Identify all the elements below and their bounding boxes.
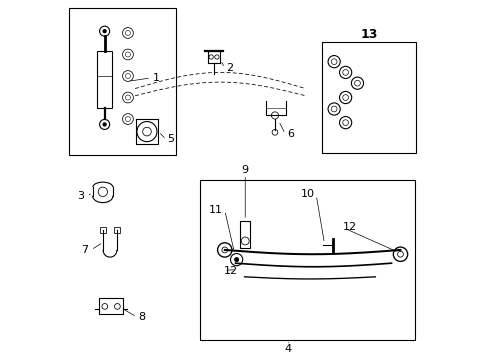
Text: 11: 11 xyxy=(208,206,223,216)
Text: 2: 2 xyxy=(225,63,232,73)
Text: 8: 8 xyxy=(139,312,145,322)
Bar xyxy=(113,227,120,233)
Text: 6: 6 xyxy=(286,129,293,139)
Bar xyxy=(100,227,106,233)
Text: 1: 1 xyxy=(153,73,160,83)
Text: 5: 5 xyxy=(167,135,174,144)
Text: 12: 12 xyxy=(343,222,357,232)
Bar xyxy=(199,180,414,339)
Text: 3: 3 xyxy=(77,191,83,201)
Text: 12: 12 xyxy=(223,266,237,276)
Circle shape xyxy=(102,122,106,127)
Text: 10: 10 xyxy=(300,189,314,199)
Bar xyxy=(69,8,176,155)
Circle shape xyxy=(234,257,239,262)
Bar xyxy=(321,42,415,153)
Text: 4: 4 xyxy=(284,344,291,354)
Text: 9: 9 xyxy=(241,165,248,175)
Bar xyxy=(99,298,122,315)
Text: 7: 7 xyxy=(81,245,88,255)
Bar xyxy=(97,51,112,108)
Circle shape xyxy=(102,29,106,33)
Text: 13: 13 xyxy=(360,28,377,41)
Bar xyxy=(240,221,250,248)
